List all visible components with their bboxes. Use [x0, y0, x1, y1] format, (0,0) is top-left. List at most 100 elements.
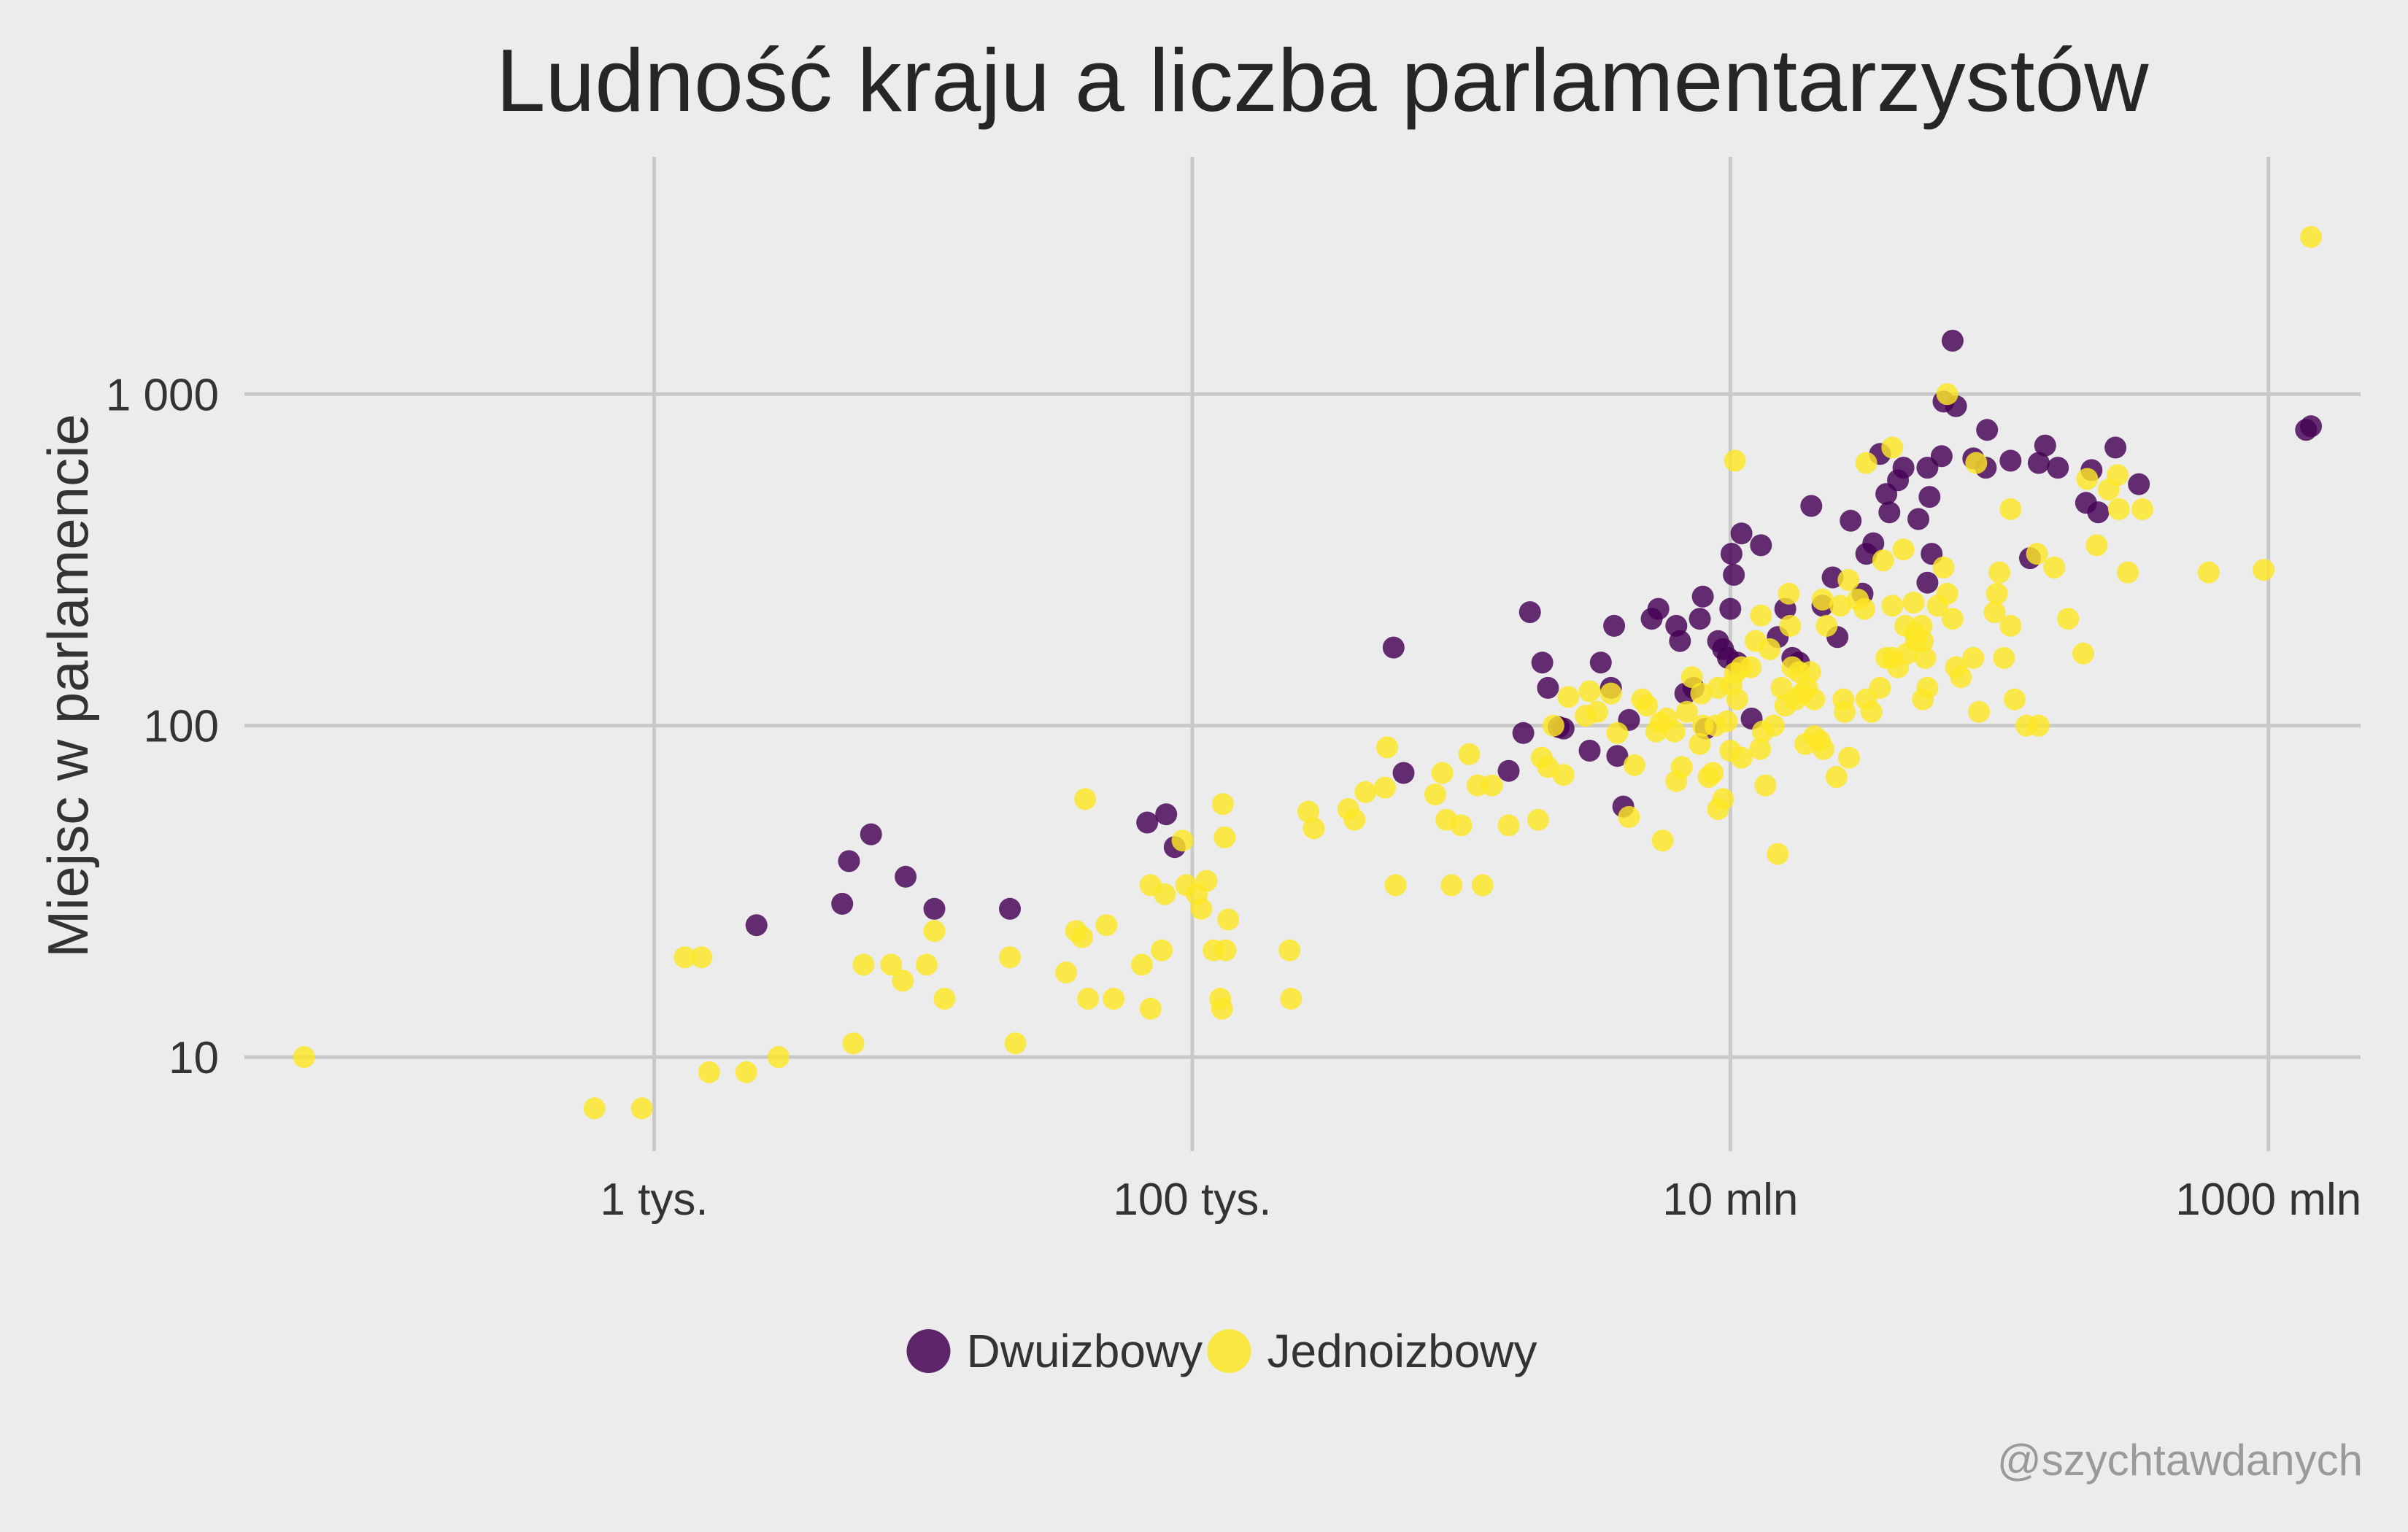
- legend: Dwuizbowy Jednoizbowy: [906, 1325, 1537, 1377]
- data-point: [1837, 569, 1860, 591]
- x-tick-label: 1000 mln: [2175, 1175, 2361, 1225]
- data-point: [1004, 1032, 1027, 1055]
- data-point: [923, 920, 946, 943]
- data-point: [1171, 829, 1194, 852]
- data-point: [1918, 486, 1941, 508]
- series-1: [293, 225, 2323, 1120]
- data-point: [1853, 597, 1876, 620]
- data-point: [1343, 808, 1366, 831]
- data-point: [1190, 897, 1213, 920]
- data-point: [1431, 762, 1454, 784]
- data-point: [1803, 688, 1826, 711]
- data-point: [1914, 646, 1937, 669]
- data-point: [2057, 608, 2080, 630]
- data-point: [1278, 939, 1301, 962]
- x-tick-label: 1 tys.: [600, 1175, 708, 1225]
- data-point: [1811, 588, 1834, 611]
- data-point: [852, 953, 875, 976]
- data-point: [1813, 738, 1834, 760]
- data-point: [1723, 564, 1745, 586]
- data-point: [1071, 926, 1094, 948]
- y-tick-label: 100: [144, 702, 219, 752]
- data-point: [1799, 661, 1821, 684]
- data-point: [1670, 756, 1693, 778]
- data-point: [1151, 939, 1173, 962]
- data-point: [1704, 714, 1726, 737]
- data-point: [1762, 714, 1785, 737]
- data-point: [1095, 914, 1118, 937]
- data-point: [1680, 666, 1703, 689]
- data-point: [1834, 700, 1856, 723]
- data-point: [1055, 962, 1078, 983]
- data-point: [915, 953, 938, 976]
- legend-marker: [906, 1329, 951, 1373]
- data-point: [1936, 582, 1959, 605]
- data-point: [1837, 746, 1860, 769]
- data-point: [2047, 457, 2069, 479]
- data-point: [1651, 829, 1674, 852]
- grid: [244, 157, 2361, 1151]
- data-point: [1303, 817, 1325, 840]
- data-point: [1724, 449, 1746, 472]
- data-point: [293, 1046, 315, 1068]
- data-point: [1663, 720, 1686, 743]
- data-point: [1750, 534, 1772, 557]
- data-point: [1552, 764, 1575, 786]
- data-point: [1892, 457, 1915, 479]
- data-point: [1750, 604, 1772, 627]
- data-point: [1740, 656, 1762, 678]
- data-point: [1578, 740, 1601, 762]
- data-point: [1986, 582, 2008, 605]
- data-point: [1471, 874, 1494, 897]
- data-point: [768, 1046, 790, 1068]
- data-point: [1993, 646, 2015, 669]
- axis-ticks: 10 100 1 000 1 tys. 100 tys. 10 mln 1000 mln: [106, 370, 2361, 1225]
- series-0: [745, 330, 2323, 937]
- data-point: [1860, 700, 1883, 723]
- data-point: [1730, 522, 1753, 545]
- data-point: [1689, 608, 1711, 630]
- data-point: [1136, 811, 1159, 834]
- data-point: [838, 850, 860, 873]
- data-point: [1872, 549, 1894, 572]
- credit-text: @szychtawdanych: [1997, 1436, 2363, 1485]
- data-point: [1217, 908, 1240, 931]
- data-point: [1669, 630, 1691, 652]
- data-point: [1892, 538, 1915, 561]
- data-point: [1988, 561, 2010, 584]
- data-points: [293, 225, 2323, 1120]
- data-point: [2087, 501, 2110, 524]
- data-point: [1542, 714, 1564, 737]
- data-point: [1881, 436, 1904, 459]
- data-point: [1647, 597, 1670, 620]
- data-point: [1578, 680, 1601, 703]
- data-point: [2197, 561, 2220, 584]
- data-point: [2026, 543, 2048, 565]
- data-point: [1450, 814, 1473, 837]
- data-point: [1603, 614, 1626, 637]
- legend-marker: [1207, 1329, 1251, 1373]
- data-point: [1384, 874, 1407, 897]
- data-point: [1373, 776, 1396, 799]
- data-point: [1840, 509, 1862, 532]
- data-point: [1916, 676, 1939, 699]
- data-point: [1869, 676, 1891, 699]
- data-point: [1606, 721, 1629, 744]
- data-point: [1691, 585, 1714, 608]
- data-point: [1825, 766, 1848, 788]
- x-tick-label: 10 mln: [1662, 1175, 1798, 1225]
- data-point: [999, 946, 1021, 969]
- data-point: [2253, 559, 2275, 581]
- legend-label: Dwuizbowy: [967, 1325, 1203, 1377]
- data-point: [1382, 636, 1405, 659]
- data-point: [2128, 473, 2150, 495]
- data-point: [1527, 808, 1549, 831]
- data-point: [2107, 498, 2130, 520]
- data-point: [2027, 714, 2050, 737]
- data-point: [2034, 434, 2056, 457]
- data-point: [1497, 814, 1520, 837]
- data-point: [1855, 452, 1878, 474]
- data-point: [1712, 788, 1734, 811]
- data-point: [1930, 445, 1953, 468]
- data-point: [1720, 543, 1743, 565]
